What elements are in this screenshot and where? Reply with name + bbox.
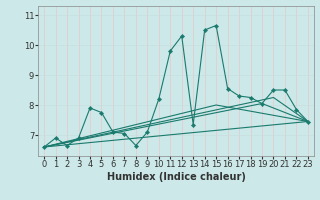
X-axis label: Humidex (Indice chaleur): Humidex (Indice chaleur) <box>107 172 245 182</box>
